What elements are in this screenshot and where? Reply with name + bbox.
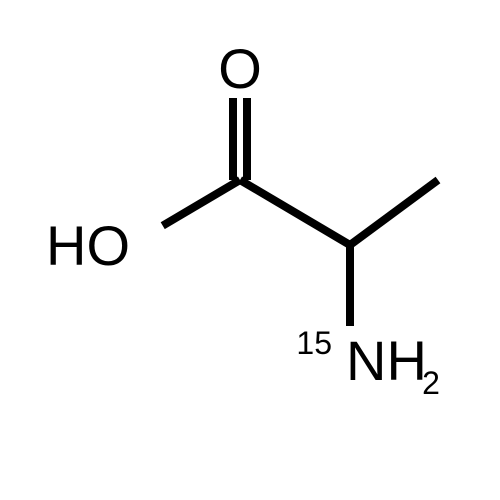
atom-nh-sub: 2 (422, 365, 440, 401)
atom-nh: NH (346, 329, 427, 392)
atom-o-carbonyl: O (218, 37, 262, 100)
isotope-label: 15 (296, 325, 332, 361)
atom-oh: HO (46, 214, 130, 277)
chemical-structure: O HO 15 NH2 (0, 0, 500, 500)
